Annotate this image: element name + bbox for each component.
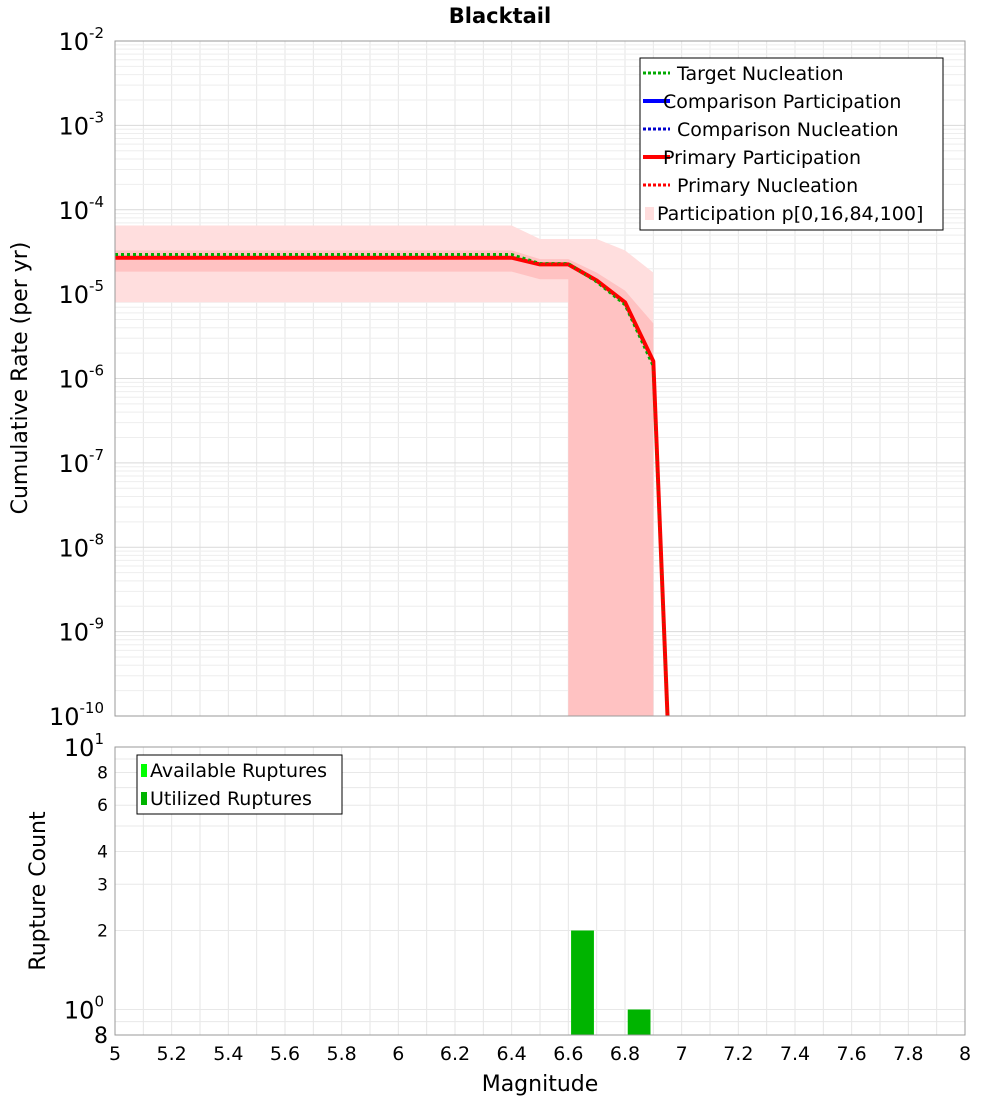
y-tick-label: 10-3 bbox=[58, 108, 104, 140]
count-tick-label: 3 bbox=[97, 875, 108, 895]
y-tick-label: 10-7 bbox=[58, 446, 104, 478]
legend-label: Primary Participation bbox=[663, 147, 861, 169]
y-tick-label: 10-9 bbox=[58, 615, 104, 647]
count-tick-label: 6 bbox=[97, 796, 108, 816]
x-tick-label: 8 bbox=[959, 1043, 971, 1065]
legend-swatch bbox=[645, 207, 654, 220]
count-major-tick-label: 100 bbox=[64, 993, 104, 1025]
x-tick-label: 5.4 bbox=[213, 1043, 243, 1065]
count-tick-label: 4 bbox=[97, 842, 108, 862]
x-tick-label: 6.2 bbox=[440, 1043, 470, 1065]
x-tick-label: 5.6 bbox=[270, 1043, 300, 1065]
count-y-axis-label: Rupture Count bbox=[26, 811, 51, 971]
x-tick-label: 5.2 bbox=[157, 1043, 187, 1065]
count-tick-label: 8 bbox=[94, 1024, 108, 1049]
y-tick-label: 10-2 bbox=[58, 24, 104, 56]
legend-label: Comparison Participation bbox=[663, 91, 901, 113]
bar-utilized-ruptures bbox=[571, 930, 594, 1035]
legend-label: Utilized Ruptures bbox=[150, 788, 312, 810]
y-tick-label: 10-8 bbox=[58, 530, 104, 562]
x-tick-label: 7.2 bbox=[723, 1043, 753, 1065]
y-tick-label: 10-10 bbox=[49, 699, 104, 731]
x-tick-label: 6.4 bbox=[497, 1043, 527, 1065]
legend-label: Available Ruptures bbox=[150, 760, 327, 782]
magnitude-tick-labels: 5 5.2 5.4 5.6 5.8 6 6.2 6.4 6.6 6.8 7 7.2 7.4 7.6 7.8 8 bbox=[109, 1043, 971, 1065]
x-tick-label: 6.6 bbox=[553, 1043, 583, 1065]
legend-label: Primary Nucleation bbox=[677, 175, 858, 197]
rate-y-tick-labels: 10-2 10-3 10-4 10-5 10-6 10-7 10-8 10-9 10-10 bbox=[49, 24, 104, 731]
legend-swatch bbox=[141, 764, 147, 777]
x-tick-label: 6.8 bbox=[610, 1043, 640, 1065]
rate-plot-frame bbox=[114, 40, 966, 717]
x-tick-label: 7 bbox=[676, 1043, 688, 1065]
legend-box bbox=[136, 754, 343, 815]
legend-label: Participation p[0,16,84,100] bbox=[657, 203, 923, 225]
chart-title: Blacktail bbox=[449, 4, 551, 28]
y-tick-label: 10-6 bbox=[58, 362, 104, 394]
rate-legend: Target Nucleation Comparison Participatio… bbox=[639, 57, 944, 231]
series-line-primary-nucleation bbox=[115, 256, 669, 717]
x-tick-label: 5.8 bbox=[327, 1043, 357, 1065]
y-tick-label: 10-5 bbox=[58, 277, 104, 309]
x-tick-label: 7.4 bbox=[780, 1043, 810, 1065]
x-tick-label: 7.8 bbox=[893, 1043, 923, 1065]
count-major-tick-label: 101 bbox=[64, 730, 104, 762]
legend-label: Comparison Nucleation bbox=[677, 119, 899, 141]
count-plot-frame bbox=[114, 746, 966, 1036]
count-legend: Available Ruptures Utilized Ruptures bbox=[136, 754, 343, 815]
bar-utilized-ruptures bbox=[627, 1009, 651, 1035]
rupture-count-bars bbox=[571, 930, 651, 1035]
y-tick-label: 10-4 bbox=[58, 193, 104, 225]
participation-band-inner bbox=[115, 250, 654, 716]
x-tick-label: 6 bbox=[392, 1043, 404, 1065]
participation-bands bbox=[115, 225, 654, 716]
count-tick-label: 2 bbox=[97, 922, 108, 942]
count-tick-label: 8 bbox=[97, 763, 108, 783]
x-tick-label: 7.6 bbox=[837, 1043, 867, 1065]
x-tick-label: 5 bbox=[109, 1043, 121, 1065]
rate-series-lines bbox=[115, 253, 670, 717]
legend-label: Target Nucleation bbox=[676, 63, 844, 85]
legend-box bbox=[639, 57, 944, 231]
rate-y-axis-label: Cumulative Rate (per yr) bbox=[8, 242, 33, 515]
x-axis-label: Magnitude bbox=[482, 1072, 599, 1097]
legend-swatch bbox=[141, 792, 147, 805]
